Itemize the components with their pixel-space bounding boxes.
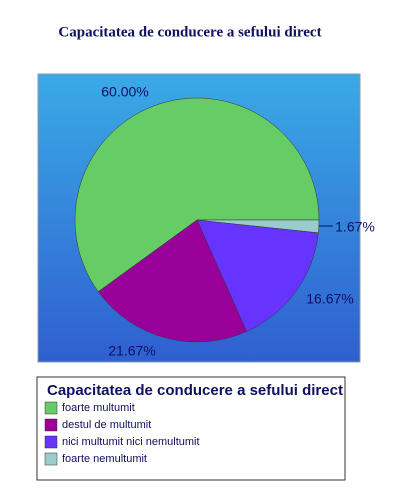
pie-slice bbox=[196, 219, 319, 332]
data-label: 21.67% bbox=[108, 343, 155, 359]
pie-slice bbox=[196, 219, 320, 234]
legend-swatch bbox=[44, 452, 58, 466]
legend-label: foarte multumit bbox=[62, 402, 135, 414]
legend-title: Capacitatea de conducere a sefului direc… bbox=[47, 382, 343, 399]
legend-swatch bbox=[44, 435, 58, 449]
legend-swatch bbox=[44, 401, 58, 415]
data-label: 1.67% bbox=[335, 219, 375, 235]
legend-label: destul de multumit bbox=[62, 419, 151, 431]
pie-slice bbox=[74, 97, 320, 293]
data-label: 16.67% bbox=[306, 291, 353, 307]
legend-swatch bbox=[44, 418, 58, 432]
legend-label: foarte nemultumit bbox=[62, 453, 147, 465]
legend-label: nici multumit nici nemultumit bbox=[62, 436, 200, 448]
data-label: 60.00% bbox=[101, 84, 148, 100]
pie-slice bbox=[97, 219, 247, 343]
legend-box bbox=[36, 376, 346, 481]
chart-title: Capacitatea de conducere a sefului direc… bbox=[58, 24, 321, 40]
